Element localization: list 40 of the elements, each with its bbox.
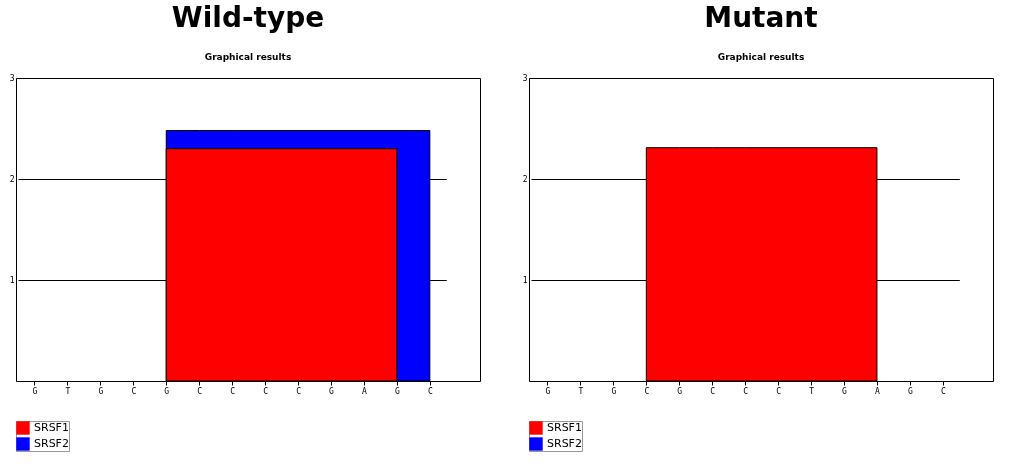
x-tick-label: A (362, 386, 368, 396)
legend-label: SRSF1 (547, 421, 582, 434)
y-tick-label: 3 (522, 73, 528, 83)
x-tick-label: C (230, 386, 236, 396)
x-tick-label: C (197, 386, 203, 396)
x-tick-label: C (940, 386, 946, 396)
x-tick-label: G (32, 386, 38, 396)
x-tick-label: T (809, 386, 815, 396)
x-tick-label: C (296, 386, 302, 396)
x-tick-label: C (776, 386, 782, 396)
x-tick-label: T (578, 386, 584, 396)
chart-subtitle: Graphical results (204, 52, 292, 62)
y-tick-label: 1 (522, 275, 528, 285)
x-tick-label: C (427, 386, 433, 396)
chart-title: Mutant (704, 1, 818, 34)
x-tick-label: T (65, 386, 71, 396)
x-tick-label: G (98, 386, 104, 396)
x-tick-label: G (164, 386, 170, 396)
x-tick-label: G (545, 386, 551, 396)
legend-label: SRSF1 (34, 421, 69, 434)
y-tick-label: 3 (9, 73, 15, 83)
x-tick-label: A (875, 386, 881, 396)
chart-title: Wild-type (171, 1, 325, 34)
x-tick-label: G (329, 386, 335, 396)
x-tick-label: C (263, 386, 269, 396)
y-tick-label: 1 (9, 275, 15, 285)
x-tick-label: C (710, 386, 716, 396)
x-tick-label: G (611, 386, 617, 396)
x-tick-label: G (677, 386, 683, 396)
x-tick-label: G (842, 386, 848, 396)
y-tick-label: 2 (522, 174, 528, 184)
chart-subtitle: Graphical results (717, 52, 805, 62)
legend-label: SRSF2 (547, 437, 582, 450)
x-tick-label: G (907, 386, 913, 396)
x-tick-label: C (644, 386, 650, 396)
y-tick-label: 2 (9, 174, 15, 184)
x-tick-label: G (394, 386, 400, 396)
legend-label: SRSF2 (34, 437, 69, 450)
x-tick-label: C (743, 386, 749, 396)
x-tick-label: C (131, 386, 137, 396)
